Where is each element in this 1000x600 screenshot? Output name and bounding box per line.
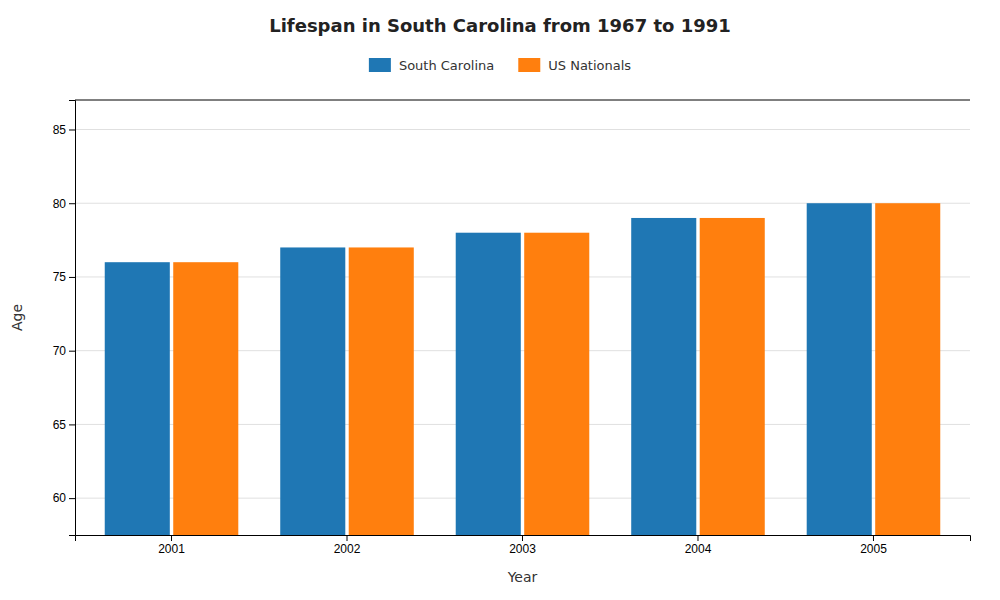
tick-mark <box>697 535 698 541</box>
tick: 2002 <box>334 535 361 556</box>
tick-mark <box>69 203 75 204</box>
tick-label: 65 <box>53 418 67 432</box>
tick-mark <box>69 498 75 499</box>
tick-mark <box>347 535 348 541</box>
axis-line <box>69 101 76 536</box>
tick: 60 <box>53 491 75 505</box>
legend-item: South Carolina <box>369 58 494 73</box>
bar <box>349 247 414 535</box>
axis-line <box>76 536 971 542</box>
legend-label: US Nationals <box>548 58 631 73</box>
tick-label: 2005 <box>860 542 887 556</box>
tick-mark <box>171 535 172 541</box>
tick: 85 <box>53 123 75 137</box>
tick-mark <box>69 424 75 425</box>
tick: 80 <box>53 197 75 211</box>
frame-line <box>75 100 970 101</box>
bar <box>280 247 345 535</box>
tick-label: 85 <box>53 123 67 137</box>
tick: 70 <box>53 344 75 358</box>
tick: 2004 <box>685 535 712 556</box>
legend-item: US Nationals <box>518 58 631 73</box>
tick-mark <box>522 535 523 541</box>
tick-label: 2002 <box>334 542 361 556</box>
tick-label: 2003 <box>509 542 536 556</box>
tick: 75 <box>53 270 75 284</box>
x-axis: 2001 2002 2003 2004 2005 <box>76 535 971 556</box>
title: Lifespan in South Carolina from 1967 to … <box>269 15 731 36</box>
bar <box>105 262 170 535</box>
tick-label: 75 <box>53 270 67 284</box>
grid-line <box>75 129 970 130</box>
bar-series <box>173 203 940 535</box>
bar-series <box>105 203 872 535</box>
legend: South Carolina US Nationals <box>369 58 631 73</box>
bar <box>700 218 765 535</box>
y-axis-title: Age <box>9 304 25 331</box>
tick: 2005 <box>860 535 887 556</box>
tick-mark <box>69 129 75 130</box>
bar <box>807 203 872 535</box>
tick-mark <box>69 277 75 278</box>
tick: 2001 <box>158 535 185 556</box>
tick-label: 80 <box>53 197 67 211</box>
bar <box>173 262 238 535</box>
tick: 2003 <box>509 535 536 556</box>
legend-swatch <box>369 58 391 72</box>
tick-mark <box>69 351 75 352</box>
y-axis: 60 65 70 75 80 85 <box>53 101 76 536</box>
chart: Lifespan in South Carolina from 1967 to … <box>0 0 1000 600</box>
tick-mark <box>873 535 874 541</box>
legend-label: South Carolina <box>399 58 494 73</box>
tick: 65 <box>53 418 75 432</box>
legend-swatch <box>518 58 540 72</box>
tick-label: 2001 <box>158 542 185 556</box>
tick-label: 70 <box>53 344 67 358</box>
bar <box>631 218 696 535</box>
plot: 60 65 70 75 80 85 2001 2002 2003 2004 2005 <box>53 100 971 556</box>
bars <box>105 203 941 535</box>
bar <box>875 203 940 535</box>
bar <box>524 233 589 535</box>
x-axis-title: Year <box>507 569 538 585</box>
bar <box>456 233 521 535</box>
tick-label: 2004 <box>685 542 712 556</box>
tick-label: 60 <box>53 491 67 505</box>
